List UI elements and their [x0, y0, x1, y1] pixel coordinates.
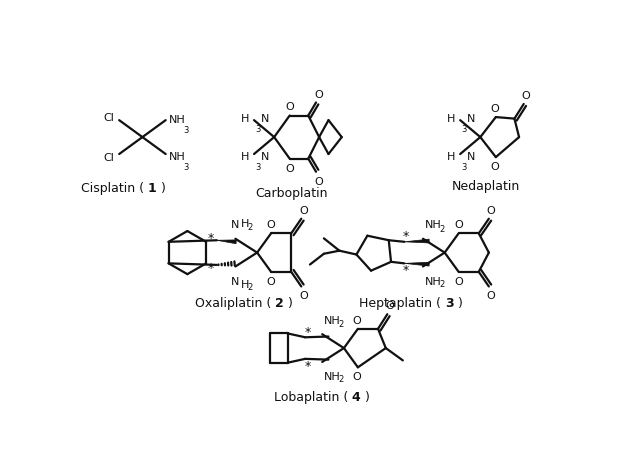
Text: N: N — [468, 152, 476, 162]
Text: 2: 2 — [339, 375, 344, 384]
Text: Heptaplatin (: Heptaplatin ( — [359, 297, 441, 309]
Text: 3: 3 — [445, 297, 454, 309]
Text: O: O — [454, 277, 463, 287]
Text: O: O — [352, 371, 361, 381]
Text: O: O — [285, 102, 294, 112]
Text: 1: 1 — [148, 181, 156, 194]
Text: O: O — [299, 206, 308, 216]
Text: NH: NH — [425, 220, 441, 230]
Text: ): ) — [288, 297, 293, 309]
Text: O: O — [454, 219, 463, 229]
Text: 2: 2 — [247, 223, 252, 231]
Text: 3: 3 — [461, 163, 466, 172]
Text: O: O — [352, 315, 361, 325]
Text: 3: 3 — [184, 162, 189, 171]
Text: ): ) — [161, 181, 165, 194]
Text: Lobaplatin (: Lobaplatin ( — [274, 390, 348, 403]
Text: N: N — [261, 152, 269, 162]
Text: O: O — [285, 164, 294, 174]
Text: *: * — [208, 262, 214, 275]
Text: 2: 2 — [439, 224, 445, 233]
Text: H: H — [241, 279, 249, 289]
Text: 2: 2 — [275, 297, 284, 309]
Text: ): ) — [365, 390, 369, 403]
Text: N: N — [468, 114, 476, 124]
Polygon shape — [404, 263, 429, 267]
Text: N: N — [230, 276, 239, 286]
Text: 3: 3 — [255, 125, 261, 134]
Text: *: * — [304, 359, 310, 372]
Text: NH: NH — [168, 151, 186, 161]
Text: O: O — [490, 162, 498, 172]
Text: O: O — [487, 291, 495, 301]
Text: NH: NH — [168, 114, 186, 124]
Text: H: H — [241, 152, 249, 162]
Text: *: * — [304, 325, 310, 338]
Text: *: * — [403, 229, 409, 243]
Text: 3: 3 — [461, 125, 466, 134]
Text: 3: 3 — [255, 163, 261, 172]
Text: 2: 2 — [339, 319, 344, 328]
Text: 2: 2 — [247, 282, 252, 291]
Text: O: O — [490, 104, 498, 114]
Polygon shape — [217, 240, 237, 244]
Text: Nedaplatin: Nedaplatin — [452, 180, 520, 193]
Text: H: H — [447, 152, 456, 162]
Text: O: O — [315, 89, 324, 99]
Text: O: O — [521, 91, 529, 101]
Text: ): ) — [457, 297, 463, 309]
Text: 2: 2 — [439, 279, 445, 288]
Text: H: H — [241, 114, 249, 124]
Polygon shape — [404, 239, 429, 243]
Text: O: O — [315, 176, 324, 186]
Text: Carboplatin: Carboplatin — [255, 187, 327, 199]
Text: Cl: Cl — [103, 153, 114, 163]
Text: H: H — [447, 114, 456, 124]
Text: 3: 3 — [184, 125, 189, 134]
Text: O: O — [386, 301, 394, 311]
Text: Cisplatin (: Cisplatin ( — [81, 181, 144, 194]
Text: H: H — [241, 218, 249, 228]
Text: NH: NH — [324, 371, 341, 381]
Text: O: O — [299, 291, 308, 301]
Text: N: N — [230, 220, 239, 230]
Text: Cl: Cl — [103, 113, 114, 123]
Text: O: O — [267, 277, 276, 287]
Text: *: * — [208, 231, 214, 244]
Text: 4: 4 — [352, 390, 360, 403]
Text: O: O — [487, 206, 495, 216]
Text: Oxaliplatin (: Oxaliplatin ( — [195, 297, 271, 309]
Text: N: N — [261, 114, 269, 124]
Text: O: O — [267, 219, 276, 229]
Text: NH: NH — [324, 315, 341, 325]
Text: NH: NH — [425, 276, 441, 286]
Text: *: * — [403, 264, 409, 277]
